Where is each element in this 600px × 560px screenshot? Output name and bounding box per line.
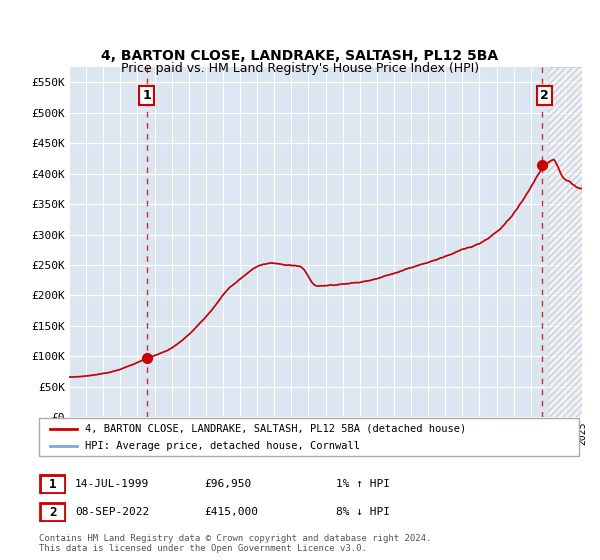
Text: Contains HM Land Registry data © Crown copyright and database right 2024.
This d: Contains HM Land Registry data © Crown c… [39,534,431,553]
Text: 8% ↓ HPI: 8% ↓ HPI [336,507,390,517]
Text: 4, BARTON CLOSE, LANDRAKE, SALTASH, PL12 5BA: 4, BARTON CLOSE, LANDRAKE, SALTASH, PL12… [101,49,499,63]
Text: £96,950: £96,950 [204,479,251,489]
Text: 2: 2 [540,88,548,102]
FancyBboxPatch shape [39,418,579,456]
Text: 1: 1 [142,88,151,102]
Text: HPI: Average price, detached house, Cornwall: HPI: Average price, detached house, Corn… [85,441,360,451]
Text: 4, BARTON CLOSE, LANDRAKE, SALTASH, PL12 5BA (detached house): 4, BARTON CLOSE, LANDRAKE, SALTASH, PL12… [85,424,466,434]
Text: 1: 1 [49,478,56,491]
Text: £415,000: £415,000 [204,507,258,517]
Text: 1% ↑ HPI: 1% ↑ HPI [336,479,390,489]
Text: Price paid vs. HM Land Registry's House Price Index (HPI): Price paid vs. HM Land Registry's House … [121,62,479,75]
Text: 14-JUL-1999: 14-JUL-1999 [75,479,149,489]
FancyBboxPatch shape [40,475,65,493]
Text: 2: 2 [49,506,56,519]
FancyBboxPatch shape [40,503,65,521]
Text: 08-SEP-2022: 08-SEP-2022 [75,507,149,517]
